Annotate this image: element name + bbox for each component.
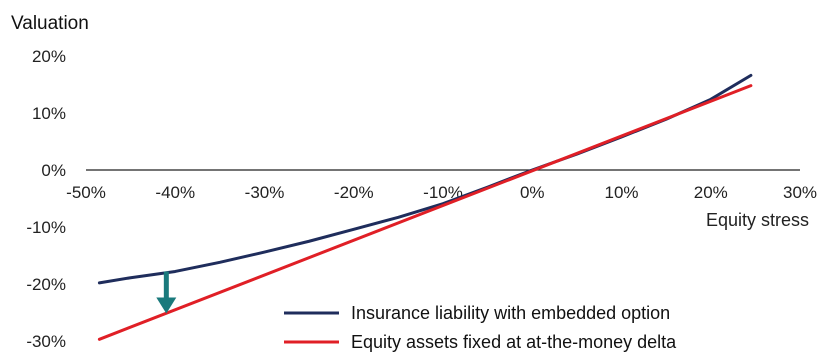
x-tick-label: -10% — [423, 183, 463, 202]
y-tick-label: -20% — [26, 275, 66, 294]
y-tick-label: 0% — [41, 161, 66, 180]
legend: Insurance liability with embedded option… — [284, 303, 677, 352]
series-line-equity-assets — [97, 84, 753, 341]
x-axis-tick-labels: -50% -40% -30% -20% -10% 0% 10% 20% 30% — [66, 183, 817, 202]
y-axis-title: Valuation — [11, 13, 89, 34]
y-tick-label: 10% — [32, 104, 66, 123]
x-tick-label: -30% — [245, 183, 285, 202]
x-tick-label: -50% — [66, 183, 106, 202]
x-tick-label: 0% — [520, 183, 545, 202]
series-line-insurance-liability — [97, 73, 753, 285]
y-axis-tick-labels: 20% 10% 0% -10% -20% -30% — [26, 47, 66, 351]
y-tick-label: 20% — [32, 47, 66, 66]
legend-label-insurance-liability: Insurance liability with embedded option — [351, 303, 670, 323]
x-tick-label: 20% — [694, 183, 728, 202]
x-axis-title: Equity stress — [706, 210, 809, 230]
y-tick-label: -10% — [26, 218, 66, 237]
x-tick-label: 30% — [783, 183, 817, 202]
x-tick-label: 10% — [604, 183, 638, 202]
x-tick-label: -20% — [334, 183, 374, 202]
legend-label-equity-assets: Equity assets fixed at at-the-money delt… — [351, 332, 677, 352]
series-lines — [97, 73, 753, 341]
annotation-arrow-head — [156, 297, 177, 314]
x-tick-label: -40% — [155, 183, 195, 202]
axis-titles: Valuation Equity stress — [11, 13, 809, 230]
y-tick-label: -30% — [26, 332, 66, 351]
annotation-arrow-group — [156, 271, 177, 314]
